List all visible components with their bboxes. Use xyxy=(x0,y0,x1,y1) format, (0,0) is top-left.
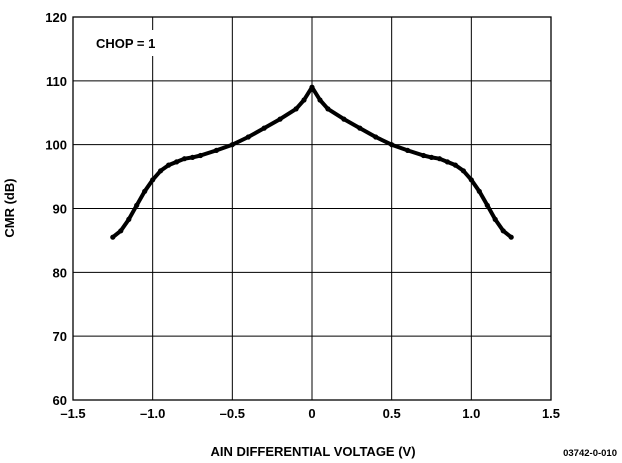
data-point xyxy=(341,116,347,122)
y-tick-label: 120 xyxy=(45,10,67,25)
x-tick-label: 1.5 xyxy=(542,406,560,421)
data-point xyxy=(293,106,299,112)
x-tick-label: –1.5 xyxy=(60,406,85,421)
x-tick-label: 0.5 xyxy=(383,406,401,421)
annotation-background xyxy=(86,30,168,56)
data-point xyxy=(118,228,124,234)
data-point xyxy=(110,234,116,240)
data-point xyxy=(150,177,156,183)
data-point xyxy=(229,142,235,148)
data-point xyxy=(142,188,148,194)
data-point xyxy=(389,142,395,148)
data-point xyxy=(325,106,331,112)
data-point xyxy=(508,234,514,240)
y-tick-label: 70 xyxy=(53,329,67,344)
x-tick-label: –1.0 xyxy=(140,406,165,421)
data-point xyxy=(189,154,196,160)
x-tick-label: 1.0 xyxy=(462,406,480,421)
data-point xyxy=(317,97,323,103)
x-axis-label: AIN DIFFERENTIAL VOLTAGE (V) xyxy=(210,444,415,459)
x-tick-labels: –1.5 –1.0 –0.5 0 0.5 1.0 1.5 xyxy=(60,406,560,421)
figure-id: 03742-0-010 xyxy=(563,448,617,459)
series-layer xyxy=(110,84,514,240)
data-point xyxy=(357,125,363,131)
data-point xyxy=(468,177,474,183)
plot-frame xyxy=(72,16,552,401)
data-point xyxy=(309,84,315,90)
data-point xyxy=(174,159,180,165)
chop-annotation: CHOP = 1 xyxy=(96,36,155,51)
data-point xyxy=(420,152,427,159)
data-point xyxy=(134,202,140,208)
data-point xyxy=(484,202,490,208)
data-point xyxy=(460,168,466,174)
data-point xyxy=(277,116,283,122)
y-axis-label: CMR (dB) xyxy=(2,178,17,237)
x-tick-label: 0 xyxy=(308,406,315,421)
y-tick-label: 110 xyxy=(46,74,67,89)
data-point xyxy=(261,125,267,131)
y-tick-label: 100 xyxy=(45,138,67,153)
data-point xyxy=(126,216,132,222)
x-tick-label: –0.5 xyxy=(220,406,245,421)
data-point xyxy=(452,162,458,168)
y-tick-labels: 60 70 80 90 100 110 120 xyxy=(45,10,67,408)
data-point xyxy=(405,147,411,153)
data-point xyxy=(492,216,498,222)
data-point xyxy=(181,156,188,162)
data-point xyxy=(166,162,172,168)
data-point xyxy=(213,147,219,153)
y-tick-label: 90 xyxy=(53,202,67,217)
data-point xyxy=(197,152,204,159)
y-tick-label: 60 xyxy=(53,393,67,408)
data-point xyxy=(436,156,443,162)
data-point xyxy=(444,159,450,165)
y-tick-label: 80 xyxy=(53,265,67,280)
data-point xyxy=(428,154,435,160)
data-point xyxy=(373,134,379,140)
data-point xyxy=(158,168,164,174)
data-point xyxy=(245,134,251,140)
data-point xyxy=(301,97,307,103)
grid-lines xyxy=(72,16,552,401)
data-point xyxy=(500,228,506,234)
data-point xyxy=(476,188,482,194)
